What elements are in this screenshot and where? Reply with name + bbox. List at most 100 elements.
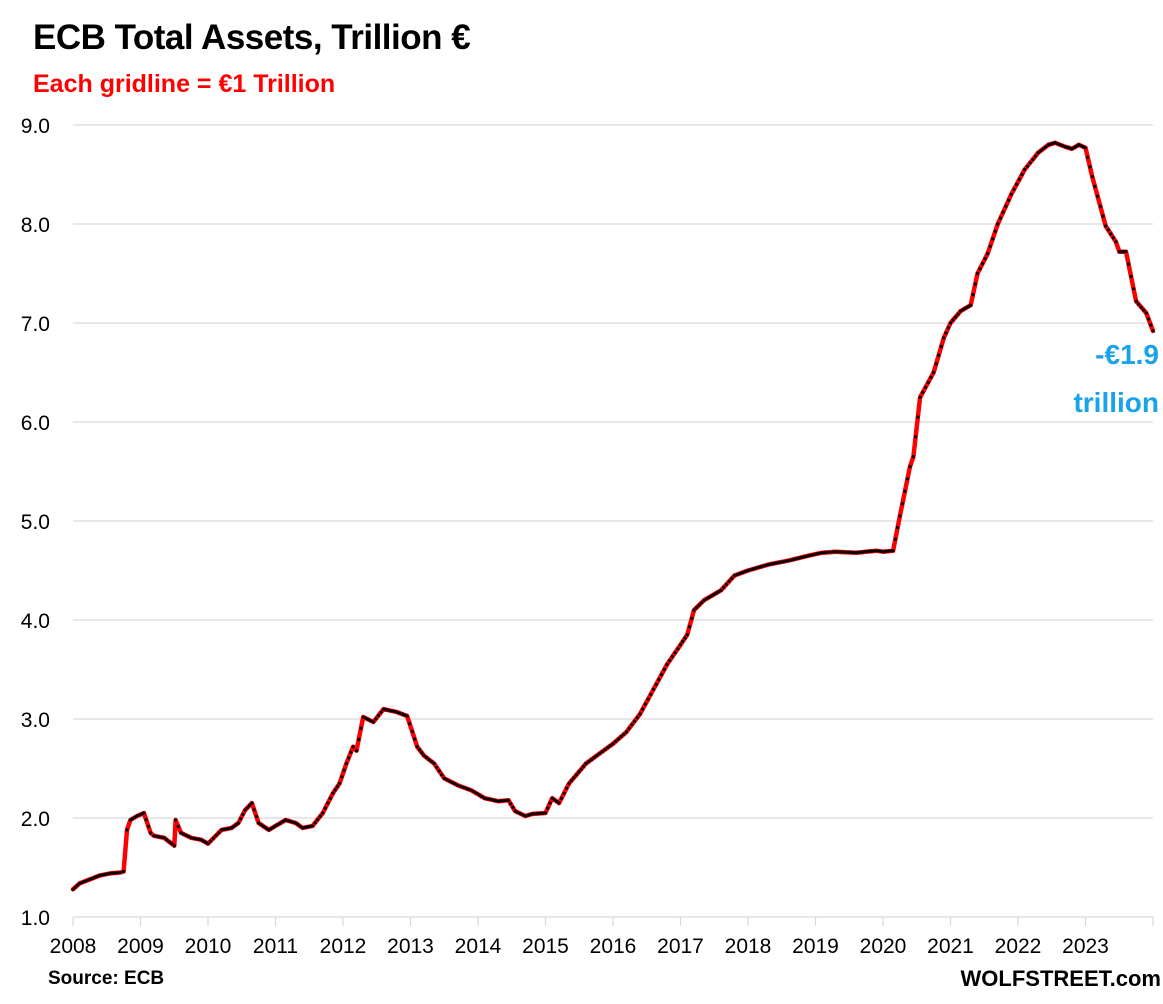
data-point: [622, 732, 626, 736]
data-point: [1088, 165, 1092, 169]
data-point: [167, 840, 171, 844]
data-point: [577, 770, 581, 774]
data-point: [1031, 157, 1035, 162]
data-point: [214, 833, 218, 838]
data-point: [464, 786, 468, 790]
data-point: [1041, 147, 1045, 151]
data-point: [71, 887, 75, 891]
data-point: [665, 662, 669, 667]
data-point: [966, 305, 970, 309]
data-point: [209, 839, 213, 843]
data-point: [1137, 302, 1141, 306]
data-point: [100, 873, 105, 877]
data-point: [480, 795, 484, 799]
data-point: [555, 799, 559, 804]
data-point: [574, 773, 579, 777]
data-point: [764, 563, 768, 567]
data-point: [1009, 192, 1013, 196]
data-point: [1139, 305, 1143, 309]
data-point: [932, 370, 936, 375]
data-point: [939, 344, 943, 349]
data-point: [802, 555, 806, 559]
data-point: [836, 550, 840, 554]
data-point: [469, 788, 473, 792]
data-point: [530, 812, 534, 816]
data-point: [766, 563, 770, 567]
data-point: [442, 776, 446, 781]
data-point: [333, 788, 337, 792]
data-point: [635, 716, 639, 720]
data-point: [1109, 232, 1113, 236]
data-point: [872, 549, 876, 553]
data-point: [85, 878, 89, 883]
data-point: [475, 791, 479, 796]
data-point: [991, 237, 995, 241]
x-tick-label: 2021: [927, 935, 974, 958]
data-point: [351, 745, 355, 749]
data-point: [387, 708, 391, 712]
data-point: [289, 819, 293, 824]
data-point: [413, 737, 417, 741]
data-point: [546, 806, 550, 810]
y-tick-label: 1.0: [21, 907, 50, 930]
data-point: [257, 821, 261, 825]
data-point: [1093, 184, 1097, 188]
data-point: [786, 559, 791, 563]
data-point: [354, 749, 359, 753]
data-point: [1117, 250, 1121, 254]
data-point: [996, 222, 1000, 226]
data-point: [1056, 142, 1060, 146]
data-point: [197, 837, 201, 841]
data-point: [700, 601, 704, 605]
data-point: [856, 550, 861, 555]
data-point: [366, 717, 370, 722]
data-point: [230, 826, 234, 830]
data-point: [146, 824, 150, 828]
data-point: [162, 836, 166, 840]
data-point: [854, 551, 858, 555]
data-point: [727, 579, 731, 584]
data-point: [1044, 145, 1048, 149]
data-point: [300, 826, 305, 830]
data-point: [673, 651, 677, 655]
data-point: [80, 880, 84, 885]
data-point: [986, 252, 990, 256]
data-point: [881, 550, 885, 554]
x-tick-label: 2011: [253, 935, 298, 958]
data-point: [1132, 287, 1136, 291]
data-point: [176, 824, 180, 829]
y-tick-label: 4.0: [21, 610, 50, 633]
data-point: [1151, 329, 1155, 333]
data-point: [1098, 204, 1102, 208]
data-point: [379, 710, 383, 714]
data-point: [964, 306, 968, 310]
data-point: [284, 818, 288, 822]
x-tick-label: 2010: [185, 935, 232, 958]
data-point: [349, 750, 353, 754]
data-point: [886, 549, 890, 553]
data-point: [712, 592, 716, 597]
x-tick-label: 2008: [50, 935, 97, 958]
data-point: [422, 754, 426, 758]
data-point: [649, 692, 653, 696]
data-point: [1142, 308, 1146, 312]
data-point: [318, 814, 322, 818]
data-point: [172, 844, 176, 848]
data-point: [93, 875, 97, 880]
data-point: [898, 514, 902, 518]
data-point: [781, 560, 786, 564]
data-point: [184, 833, 188, 837]
data-point: [697, 603, 701, 607]
x-tick-label: 2018: [725, 935, 772, 958]
data-point: [488, 797, 492, 802]
data-point: [359, 726, 363, 730]
data-point: [533, 812, 537, 816]
annotation-decline-unit: trillion: [1073, 387, 1159, 418]
series-layer: [70, 140, 1156, 892]
data-point: [395, 710, 399, 714]
data-point: [342, 768, 346, 772]
gridlines: [73, 124, 1153, 918]
data-point: [606, 746, 610, 750]
data-point: [381, 707, 386, 711]
data-point: [973, 282, 977, 286]
